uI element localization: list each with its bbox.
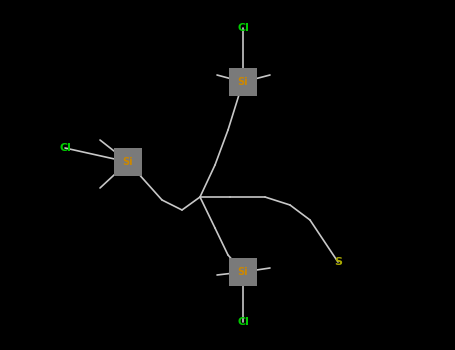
Text: Si: Si xyxy=(238,267,248,277)
Text: Cl: Cl xyxy=(59,143,71,153)
FancyBboxPatch shape xyxy=(114,148,142,176)
Text: Si: Si xyxy=(238,77,248,87)
Text: S: S xyxy=(334,257,342,267)
Text: Cl: Cl xyxy=(237,317,249,327)
FancyBboxPatch shape xyxy=(229,68,257,96)
Text: Si: Si xyxy=(123,157,133,167)
FancyBboxPatch shape xyxy=(229,258,257,286)
Text: Cl: Cl xyxy=(237,23,249,33)
